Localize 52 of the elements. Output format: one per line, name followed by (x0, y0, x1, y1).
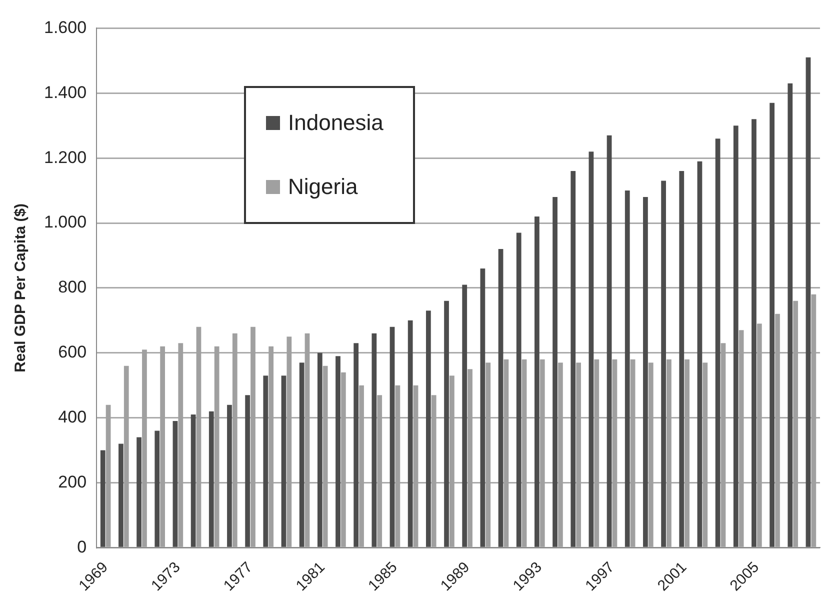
bar (408, 320, 413, 547)
bar (263, 376, 268, 547)
bar (715, 138, 720, 547)
bar (100, 450, 106, 547)
y-tick-label: 600 (58, 342, 87, 362)
bar (480, 268, 486, 547)
bar (172, 421, 178, 547)
bar (245, 395, 250, 547)
bar (570, 171, 576, 547)
bar (444, 300, 449, 547)
bar (190, 414, 196, 547)
bar (281, 376, 286, 547)
bar (390, 326, 395, 547)
bar (372, 333, 377, 547)
bar (588, 152, 594, 547)
bar (534, 216, 540, 547)
bar (733, 126, 738, 547)
bar (426, 310, 431, 547)
bar (643, 197, 648, 547)
y-tick-label: 200 (58, 472, 87, 492)
bar (317, 352, 322, 547)
bar (806, 57, 811, 547)
y-axis-title: Real GDP Per Capita ($) (12, 203, 30, 372)
bar (661, 180, 666, 547)
bar (299, 362, 304, 547)
bar (697, 161, 702, 547)
legend-label: Nigeria (288, 174, 358, 200)
bar (336, 356, 340, 547)
bar (679, 171, 684, 547)
bar (770, 102, 775, 547)
bar (354, 343, 359, 547)
bar (516, 232, 522, 547)
bar (154, 430, 160, 547)
bar (227, 404, 232, 547)
y-tick-label: 1.000 (44, 212, 87, 232)
bar (208, 411, 214, 547)
y-tick-label: 1.200 (44, 148, 87, 167)
y-tick-label: 1.600 (44, 18, 87, 37)
y-tick-label: 400 (58, 407, 87, 426)
bar (624, 190, 630, 547)
bar (552, 197, 558, 547)
y-tick-label: 0 (77, 537, 87, 556)
bar (498, 248, 504, 547)
y-tick-label: 1.400 (44, 82, 87, 102)
legend-label: Indonesia (288, 110, 384, 136)
bar (118, 444, 124, 547)
y-tick-label: 800 (58, 278, 87, 297)
bar (752, 119, 756, 547)
bar (788, 83, 793, 547)
bar (606, 135, 612, 547)
bar (136, 437, 142, 547)
bar (462, 284, 468, 547)
